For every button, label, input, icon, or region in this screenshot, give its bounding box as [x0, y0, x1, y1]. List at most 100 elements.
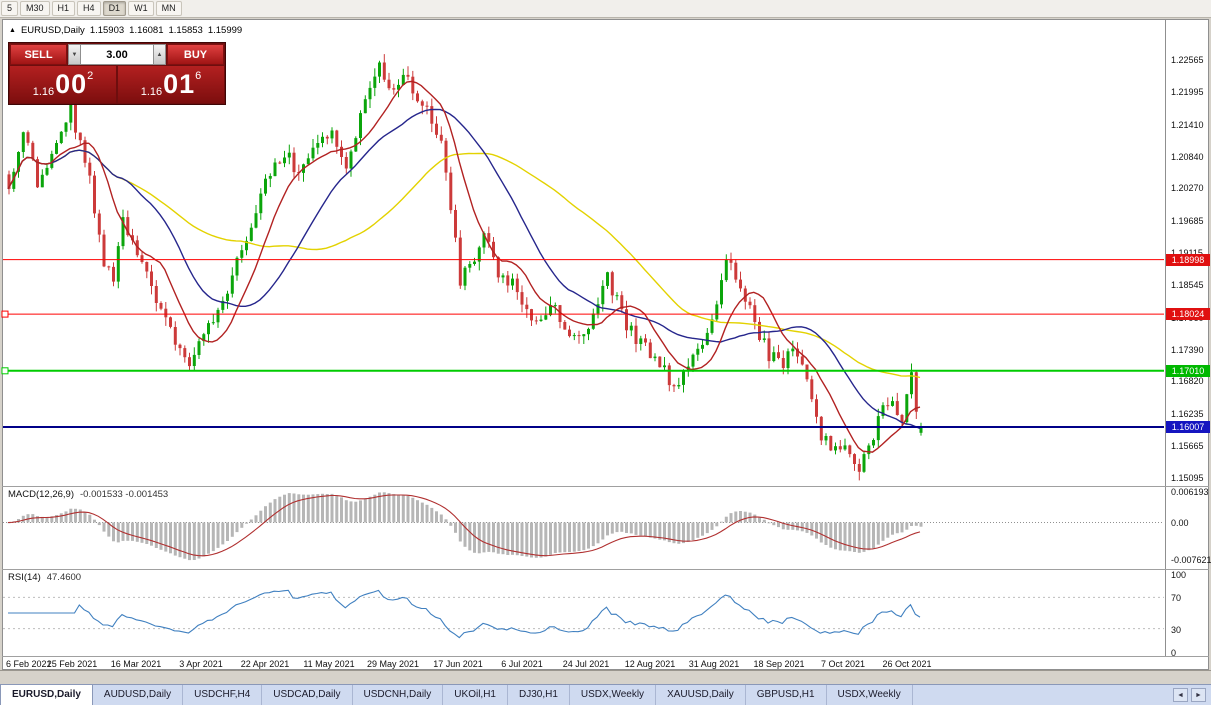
chart-tab-eurusd-daily[interactable]: EURUSD,Daily	[0, 685, 93, 705]
horizontal-scrollbar[interactable]	[0, 670, 1211, 684]
price-axis-label: 1.20840	[1171, 152, 1204, 162]
buy-price-point: 6	[195, 70, 202, 82]
macd-values: -0.001533 -0.001453	[80, 489, 169, 500]
price-axis-label: 1.16820	[1171, 376, 1204, 386]
moving-average-fast	[7, 80, 921, 453]
sell-price-prefix: 1.16	[32, 86, 55, 98]
quote-close: 1.15999	[207, 25, 243, 36]
chart-symbol: EURUSD,Daily	[20, 25, 85, 36]
chart-tab-usdcnh-daily[interactable]: USDCNH,Daily	[353, 685, 444, 705]
price-axis-label: 1.19115	[1171, 248, 1203, 258]
date-axis-label: 7 Oct 2021	[820, 659, 866, 669]
tab-list: EURUSD,Daily AUDUSD,Daily USDCHF,H4 USDCAD,…	[0, 685, 913, 705]
macd-label: MACD(12,26,9) -0.001533 -0.001453	[8, 489, 168, 500]
volume-input[interactable]: 3.00	[81, 44, 153, 65]
candle-bodies-down	[7, 62, 918, 472]
buy-button[interactable]: BUY	[167, 44, 224, 65]
volume-control: ▼ 3.00 ▲	[68, 44, 166, 65]
chart-tab-usdchf-h4[interactable]: USDCHF,H4	[183, 685, 263, 705]
date-axis-label: 31 Aug 2021	[688, 659, 740, 669]
price-axis-label: 1.18545	[1171, 280, 1204, 290]
macd-axis-label: -0.007621	[1171, 555, 1211, 565]
timeframe-button-d1[interactable]: D1	[102, 1, 127, 16]
date-axis-label: 24 Jul 2021	[562, 659, 610, 669]
price-axis-label: 1.21995	[1171, 87, 1204, 97]
sell-price-pips: 00	[55, 69, 88, 99]
price-axis-label: 1.17390	[1171, 345, 1204, 355]
price-line-badge: 1.16007	[1166, 421, 1210, 433]
chart-tab-usdx-weekly[interactable]: USDX,Weekly	[827, 685, 913, 705]
date-axis-label: 22 Apr 2021	[240, 659, 290, 669]
timeframe-button-5[interactable]: 5	[1, 1, 19, 16]
price-axis-label: 1.20270	[1171, 183, 1204, 193]
timeframe-button-m30[interactable]: M30	[20, 1, 50, 16]
price-axis-label: 1.15665	[1171, 441, 1204, 451]
price-line-badge: 1.18998	[1166, 254, 1210, 266]
timeframe-button-h1[interactable]: H1	[51, 1, 76, 16]
date-axis-label: 18 Sep 2021	[753, 659, 805, 669]
sell-price-point: 2	[87, 70, 94, 82]
timeframe-button-w1[interactable]: W1	[128, 1, 154, 16]
macd-axis-label: 0.006193	[1171, 487, 1209, 497]
chart-tab-xauusd-daily[interactable]: XAUUSD,Daily	[656, 685, 746, 705]
date-axis-label: 6 Jul 2021	[501, 659, 543, 669]
rsi-name: RSI(14)	[8, 572, 41, 583]
price-line-badge: 1.17010	[1166, 365, 1210, 377]
date-axis-label: 6 Feb 2021	[6, 659, 52, 669]
date-axis-label: 11 May 2021	[303, 659, 355, 669]
macd-axis-label: 0.00	[1171, 518, 1189, 528]
chart-tab-gbpusd-h1[interactable]: GBPUSD,H1	[746, 685, 827, 705]
date-axis-label: 26 Oct 2021	[882, 659, 932, 669]
one-click-toggle-icon[interactable]: ▲	[9, 27, 16, 34]
rsi-label: RSI(14) 47.4600	[8, 572, 81, 583]
buy-price-pips: 01	[163, 69, 196, 99]
price-axis-label: 1.16235	[1171, 409, 1204, 419]
price-line-handle[interactable]	[1, 367, 9, 375]
chart-tab-audusd-daily[interactable]: AUDUSD,Daily	[93, 685, 184, 705]
rsi-axis-label: 30	[1171, 625, 1182, 635]
rsi-value: 47.4600	[46, 572, 82, 583]
macd-histogram	[7, 492, 923, 561]
date-axis-label: 12 Aug 2021	[624, 659, 676, 669]
volume-decrease-button[interactable]: ▼	[68, 44, 81, 65]
quote-high: 1.16081	[129, 25, 164, 36]
rsi-axis-label: 100	[1171, 570, 1187, 580]
rsi-line	[8, 589, 921, 639]
tab-scroll-arrows: ◄ ►	[1173, 685, 1211, 705]
tab-scroll-right-icon[interactable]: ►	[1191, 688, 1206, 702]
date-axis-label: 17 Jun 2021	[433, 659, 483, 669]
chart-tab-usdx-weekly[interactable]: USDX,Weekly	[570, 685, 657, 705]
price-axis-label: 1.22565	[1171, 55, 1204, 65]
chart-window-border	[2, 19, 1209, 670]
price-line-handle[interactable]	[1, 310, 9, 318]
macd-name: MACD(12,26,9)	[8, 489, 74, 500]
tab-scroll-left-icon[interactable]: ◄	[1173, 688, 1188, 702]
date-axis-label: 25 Feb 2021	[46, 659, 98, 669]
chart-tab-usdcad-daily[interactable]: USDCAD,Daily	[262, 685, 353, 705]
price-axis-label: 1.21410	[1171, 120, 1204, 130]
timeframe-button-mn[interactable]: MN	[155, 1, 182, 16]
sell-price[interactable]: 1.16 00 2	[10, 66, 116, 103]
chart-tab-dj30-h1[interactable]: DJ30,H1	[508, 685, 570, 705]
price-axis-label: 1.15095	[1171, 473, 1204, 483]
quote-open: 1.15903	[89, 25, 125, 36]
date-axis-label: 29 May 2021	[366, 659, 420, 669]
moving-average-slow	[7, 149, 921, 379]
price-line-badge: 1.18024	[1166, 308, 1210, 320]
timeframe-toolbar: 5 M30 H1 H4 D1 W1 MN	[0, 0, 1211, 18]
buy-price-prefix: 1.16	[140, 86, 163, 98]
timeframe-button-h4[interactable]: H4	[77, 1, 101, 16]
moving-average-medium	[7, 108, 921, 430]
chart-tab-bar: EURUSD,Daily AUDUSD,Daily USDCHF,H4 USDCAD,…	[0, 684, 1211, 705]
sell-button[interactable]: SELL	[10, 44, 67, 65]
date-axis-label: 16 Mar 2021	[110, 659, 162, 669]
macd-signal-line	[7, 494, 921, 557]
buy-price[interactable]: 1.16 01 6	[118, 66, 224, 103]
quote-low: 1.15853	[168, 25, 203, 36]
volume-increase-button[interactable]: ▲	[153, 44, 166, 65]
rsi-axis-label: 70	[1171, 593, 1182, 603]
chart-tab-ukoil-h1[interactable]: UKOil,H1	[443, 685, 508, 705]
candle-bodies-up	[12, 62, 923, 472]
price-axis-label: 1.19685	[1171, 216, 1204, 226]
